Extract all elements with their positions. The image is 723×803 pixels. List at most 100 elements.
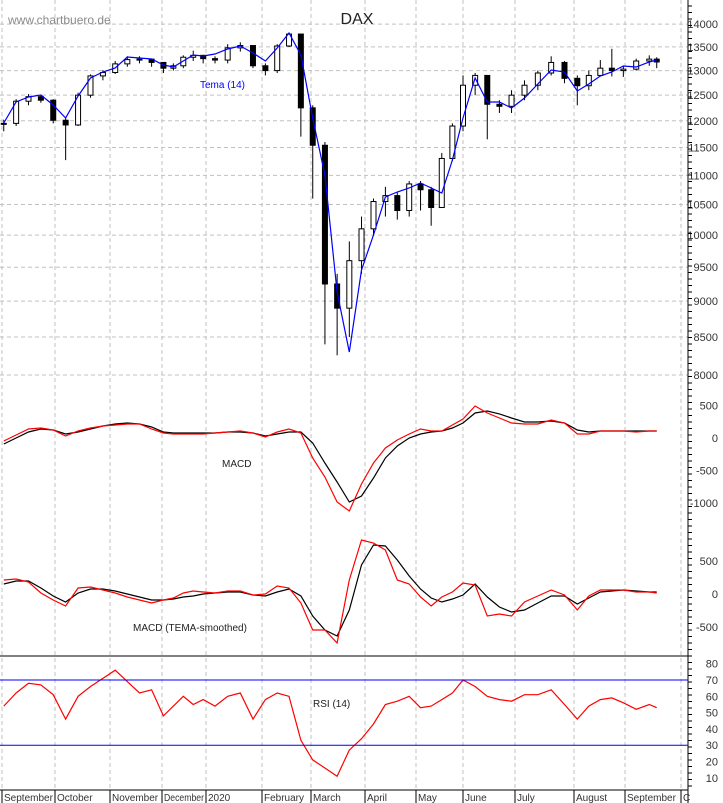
chart-title: DAX xyxy=(341,11,374,28)
candle-body xyxy=(13,100,20,124)
candle-body xyxy=(597,67,604,76)
candle-body xyxy=(484,74,491,105)
rsi-tick-label: 70 xyxy=(706,675,718,687)
rsi-tick-label: 30 xyxy=(706,740,718,752)
macd-tema-signal-line xyxy=(3,544,657,637)
price-tick-label: 12500 xyxy=(687,90,718,102)
candle-body xyxy=(309,107,316,146)
rsi-line xyxy=(3,669,657,778)
month-label: December xyxy=(164,793,205,803)
macd-tema-tick-label: 500 xyxy=(700,556,718,568)
month-label: April xyxy=(367,793,387,803)
candle-body xyxy=(370,201,377,230)
macd-panel xyxy=(3,405,657,512)
candle-body xyxy=(87,75,94,96)
candle-body xyxy=(37,96,44,101)
rsi-tick-label: 80 xyxy=(706,659,718,671)
month-label: October xyxy=(57,793,93,803)
macd-tema-line xyxy=(3,539,657,645)
price-tick-label: 9500 xyxy=(694,262,718,274)
candle-body xyxy=(262,65,269,72)
candle-body xyxy=(124,59,131,65)
macd-tema-tick-label: -500 xyxy=(696,622,718,634)
tema-label: Tema (14) xyxy=(200,80,245,91)
month-label: September xyxy=(4,793,54,803)
rsi-tick-label: 50 xyxy=(706,708,718,720)
price-tick-label: 13000 xyxy=(687,66,718,78)
candle-body xyxy=(460,84,466,127)
price-tick-label: 8500 xyxy=(694,332,718,344)
candle-body xyxy=(646,58,653,62)
candle-body xyxy=(508,94,515,107)
candle-body xyxy=(608,67,615,72)
candle-body xyxy=(548,61,555,74)
price-tick-label: 11500 xyxy=(688,142,718,154)
month-label: 2020 xyxy=(208,793,231,803)
candle-body xyxy=(496,103,503,107)
watermark: www.chartbuero.de xyxy=(7,13,111,27)
rsi-label: RSI (14) xyxy=(313,699,350,710)
candle-body xyxy=(346,260,353,309)
candle-body xyxy=(438,157,445,208)
price-panel xyxy=(0,31,660,356)
macd-label: MACD xyxy=(222,459,251,470)
rsi-tick-label: 20 xyxy=(706,757,718,769)
candle-body xyxy=(406,183,413,211)
price-tick-label: 10500 xyxy=(687,199,718,211)
month-label: July xyxy=(517,793,535,803)
tema-line xyxy=(3,31,657,353)
candle-body xyxy=(428,189,435,208)
macd-tick-label: -500 xyxy=(696,466,718,478)
candle-body xyxy=(620,68,627,72)
candle-body xyxy=(394,195,401,211)
rsi-tick-label: 10 xyxy=(706,773,718,785)
month-label: C xyxy=(683,793,690,803)
candle-body xyxy=(417,183,424,191)
macd-tick-label: 0 xyxy=(712,433,718,445)
candle-body xyxy=(297,33,304,109)
macd-tick-label: -1000 xyxy=(690,498,718,510)
rsi-tick-label: 40 xyxy=(706,724,718,736)
candle-body xyxy=(224,47,231,61)
month-label: November xyxy=(112,793,159,803)
candle-body xyxy=(534,72,541,86)
candle-body xyxy=(136,58,143,61)
macd-tick-label: 500 xyxy=(700,401,718,413)
candle-body xyxy=(274,45,281,72)
candle-body xyxy=(633,60,640,70)
grid xyxy=(0,0,688,790)
candle-body xyxy=(561,61,568,79)
rsi-panel xyxy=(3,669,657,778)
candle-body xyxy=(472,74,479,86)
price-tick-label: 14000 xyxy=(687,19,718,31)
candle-body xyxy=(585,74,592,87)
month-label: February xyxy=(264,793,304,803)
month-label: August xyxy=(576,793,607,803)
price-tick-label: 12000 xyxy=(687,116,718,128)
candle-body xyxy=(62,119,69,126)
macd-tema-label: MACD (TEMA-smoothed) xyxy=(133,623,247,634)
candle-body xyxy=(200,54,207,60)
candle-body xyxy=(249,45,256,67)
macd-tema-tick-label: 0 xyxy=(712,589,718,601)
month-label: September xyxy=(627,793,677,803)
price-tick-label: 10000 xyxy=(687,230,718,242)
month-label: March xyxy=(313,793,341,803)
month-label: May xyxy=(418,793,437,803)
month-label: June xyxy=(465,793,487,803)
price-tick-label: 8000 xyxy=(694,370,718,382)
candle-body xyxy=(521,84,528,96)
candle-body xyxy=(574,77,581,87)
price-tick-label: 13500 xyxy=(687,42,718,54)
candle-body xyxy=(50,99,57,121)
candle-body xyxy=(358,228,365,262)
price-tick-label: 9000 xyxy=(694,296,718,308)
candle-body xyxy=(321,144,328,285)
macd-tema-panel xyxy=(3,539,657,645)
candle-body xyxy=(0,122,7,125)
price-tick-label: 11000 xyxy=(688,170,718,182)
candle-body xyxy=(334,283,341,309)
candle-body xyxy=(212,58,219,61)
